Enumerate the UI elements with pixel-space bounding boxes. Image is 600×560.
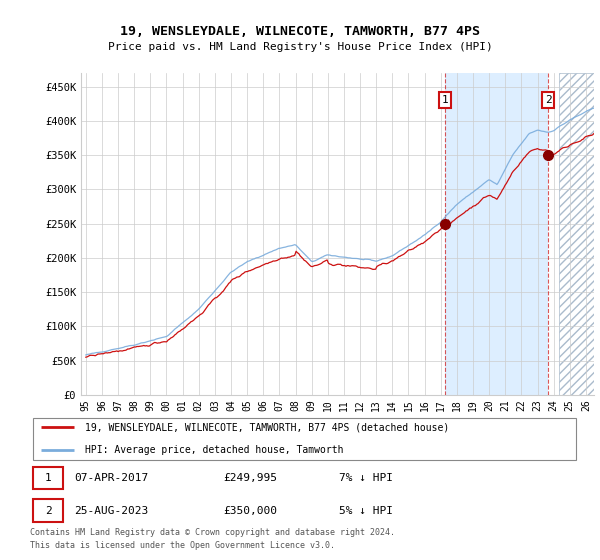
FancyBboxPatch shape bbox=[33, 418, 577, 460]
Text: 2: 2 bbox=[545, 95, 551, 105]
Text: £249,995: £249,995 bbox=[223, 473, 277, 483]
Text: 25-AUG-2023: 25-AUG-2023 bbox=[74, 506, 148, 516]
Text: 1: 1 bbox=[45, 473, 52, 483]
FancyBboxPatch shape bbox=[33, 500, 63, 522]
Text: 19, WENSLEYDALE, WILNECOTE, TAMWORTH, B77 4PS (detached house): 19, WENSLEYDALE, WILNECOTE, TAMWORTH, B7… bbox=[85, 422, 449, 432]
Text: Contains HM Land Registry data © Crown copyright and database right 2024.: Contains HM Land Registry data © Crown c… bbox=[30, 528, 395, 537]
Text: This data is licensed under the Open Government Licence v3.0.: This data is licensed under the Open Gov… bbox=[30, 541, 335, 550]
Text: Price paid vs. HM Land Registry's House Price Index (HPI): Price paid vs. HM Land Registry's House … bbox=[107, 42, 493, 52]
Text: 7% ↓ HPI: 7% ↓ HPI bbox=[339, 473, 393, 483]
Text: 1: 1 bbox=[442, 95, 448, 105]
Text: £350,000: £350,000 bbox=[223, 506, 277, 516]
Bar bbox=[559, 73, 600, 395]
Text: 19, WENSLEYDALE, WILNECOTE, TAMWORTH, B77 4PS: 19, WENSLEYDALE, WILNECOTE, TAMWORTH, B7… bbox=[120, 25, 480, 38]
Text: HPI: Average price, detached house, Tamworth: HPI: Average price, detached house, Tamw… bbox=[85, 445, 344, 455]
Text: 2: 2 bbox=[45, 506, 52, 516]
Bar bbox=[559, 73, 600, 395]
Text: 5% ↓ HPI: 5% ↓ HPI bbox=[339, 506, 393, 516]
Text: 07-APR-2017: 07-APR-2017 bbox=[74, 473, 148, 483]
Bar bbox=[445, 73, 548, 395]
FancyBboxPatch shape bbox=[33, 467, 63, 489]
